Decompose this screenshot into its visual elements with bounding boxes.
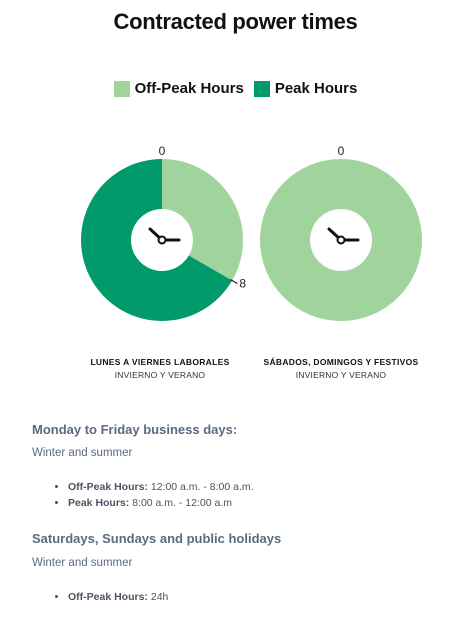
- legend-label-peak: Peak Hours: [274, 80, 358, 97]
- chart-caption-weekends-title: SÁBADOS, DOMINGOS Y FESTIVOS: [263, 357, 419, 367]
- legend-item-peak: Peak Hours: [253, 80, 358, 97]
- tick-label: 0: [338, 144, 345, 158]
- chart-caption-weekends-subtitle: INVIERNO Y VERANO: [295, 370, 387, 380]
- hours-list-weekends: Off-Peak Hours: 24h: [52, 591, 168, 607]
- legend-item-off-peak: Off-Peak Hours: [113, 80, 244, 97]
- clock-charts: 0 8 0: [81, 144, 422, 321]
- legend-swatch-off-peak: [113, 80, 130, 97]
- hours-value: 12:00 a.m. - 8:00 a.m.: [147, 481, 254, 493]
- hours-label: Peak Hours:: [68, 497, 130, 509]
- chart-caption-weekdays-title: LUNES A VIERNES LABORALES: [90, 357, 230, 367]
- chart-legend: Off-Peak Hours Peak Hours: [0, 80, 471, 97]
- legend-swatch-peak: [253, 80, 270, 97]
- section-subtitle-weekdays: Winter and summer: [32, 447, 133, 459]
- clock-pivot: [157, 235, 167, 245]
- hours-label: Off-Peak Hours:: [68, 591, 148, 603]
- hours-label: Off-Peak Hours:: [68, 481, 148, 493]
- chart-caption-weekends: SÁBADOS, DOMINGOS Y FESTIVOS INVIERNO Y …: [241, 356, 441, 382]
- hours-value: 24h: [147, 591, 169, 603]
- page-title: Contracted power times: [113, 9, 358, 34]
- list-item: Off-Peak Hours: 24h: [68, 591, 168, 603]
- hours-list-weekdays: Off-Peak Hours: 12:00 a.m. - 8:00 a.m. P…: [52, 481, 254, 513]
- list-item: Off-Peak Hours: 12:00 a.m. - 8:00 a.m.: [68, 481, 254, 493]
- tick-label: 8: [239, 277, 246, 291]
- chart-caption-weekdays-subtitle: INVIERNO Y VERANO: [114, 370, 206, 380]
- section-subtitle-weekends: Winter and summer: [32, 557, 133, 569]
- legend-label-off-peak: Off-Peak Hours: [134, 80, 244, 97]
- section-title-weekends: Saturdays, Sundays and public holidays: [32, 531, 282, 546]
- hours-value: 8:00 a.m. - 12:00 a.m: [129, 497, 232, 509]
- tick-label: 0: [159, 144, 166, 158]
- tick-mark: [230, 278, 238, 285]
- section-title-weekdays: Monday to Friday business days:: [32, 422, 238, 437]
- list-item: Peak Hours: 8:00 a.m. - 12:00 a.m: [68, 497, 254, 509]
- chart-caption-weekdays: LUNES A VIERNES LABORALES INVIERNO Y VER…: [60, 356, 260, 382]
- clock-pivot: [336, 235, 346, 245]
